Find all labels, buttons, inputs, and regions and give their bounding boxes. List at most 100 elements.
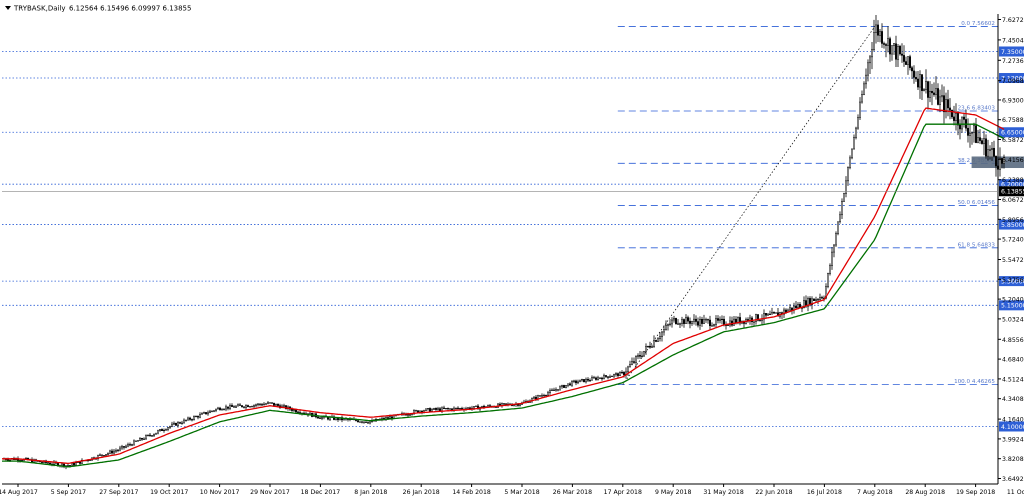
candle — [865, 68, 867, 89]
candle-body — [261, 404, 263, 406]
x-tick-label: 17 Apr 2018 — [604, 489, 642, 496]
candle-body — [503, 403, 505, 405]
candle-body — [705, 319, 707, 321]
candle — [113, 449, 115, 455]
candle-body — [621, 372, 623, 374]
candle — [233, 405, 235, 408]
candle-body — [715, 318, 717, 325]
candle-body — [887, 38, 889, 46]
candle — [617, 372, 619, 378]
candle-body — [765, 313, 767, 316]
candle — [925, 69, 927, 94]
candle-body — [109, 450, 111, 454]
candle — [929, 81, 931, 103]
trend-line[interactable] — [622, 26, 876, 385]
y-tick-label: 5.03240 — [1002, 316, 1024, 323]
candle-body — [219, 407, 221, 410]
candle-body — [991, 147, 993, 151]
candle-body — [127, 444, 129, 447]
candle — [165, 428, 167, 431]
triangle-down-icon[interactable] — [5, 6, 11, 10]
candle — [259, 403, 261, 407]
candle — [133, 439, 135, 446]
candle — [225, 404, 227, 412]
candle — [959, 119, 961, 140]
candle — [933, 82, 935, 97]
candle — [543, 393, 545, 397]
candle — [891, 45, 893, 61]
candle — [849, 155, 851, 170]
candle — [957, 110, 959, 136]
candle — [813, 298, 815, 302]
candle — [587, 377, 589, 383]
level-price-label: 7.35000 — [1001, 49, 1024, 56]
candle-body — [845, 180, 847, 194]
candle-body — [795, 305, 797, 308]
candle-body — [943, 95, 945, 113]
candle-body — [769, 313, 771, 315]
candle-body — [563, 385, 565, 388]
candle-body — [911, 67, 913, 72]
candle — [317, 416, 319, 420]
candle-body — [597, 377, 599, 380]
candle — [773, 311, 775, 314]
candle-body — [363, 421, 365, 423]
candle-body — [815, 299, 817, 301]
candle — [457, 406, 459, 410]
candle-body — [825, 286, 827, 299]
candle-body — [627, 366, 629, 373]
candle-body — [361, 421, 363, 423]
candle-body — [977, 137, 979, 143]
candle — [559, 385, 561, 391]
candle-body — [711, 325, 713, 327]
candle-body — [147, 434, 149, 436]
candle — [567, 383, 569, 388]
candle — [881, 23, 883, 48]
candle-body — [913, 70, 915, 78]
candle — [241, 405, 243, 408]
candle — [819, 293, 821, 302]
candle-body — [447, 408, 449, 410]
candle-body — [589, 379, 591, 382]
axes: 7.62720 7.45040 7.27360 7.09680 6.93000 6.758… — [0, 14, 1024, 496]
candle-body — [969, 132, 971, 136]
candle — [603, 373, 605, 380]
candle-body — [267, 402, 269, 405]
candle — [297, 410, 299, 414]
x-tick-label: 26 Mar 2018 — [553, 489, 592, 496]
candle — [579, 379, 581, 383]
candle-body — [651, 346, 653, 348]
candle-body — [357, 420, 359, 423]
ma-fast-line — [2, 107, 1005, 465]
candle-body — [857, 117, 859, 129]
candle-body — [659, 336, 661, 340]
candle — [581, 378, 583, 382]
candle-body — [169, 425, 171, 428]
candle — [247, 404, 249, 408]
candle-body — [921, 74, 923, 91]
candle — [653, 335, 655, 348]
candle-body — [863, 83, 865, 95]
x-tick-label: 29 Nov 2017 — [250, 489, 290, 496]
candle-body — [925, 81, 927, 90]
candle-body — [739, 317, 741, 324]
candle-body — [1003, 157, 1005, 164]
candle — [857, 114, 859, 130]
candle-body — [111, 450, 113, 454]
candle — [613, 373, 615, 378]
candle — [867, 59, 869, 82]
candle-body — [429, 408, 431, 412]
candle — [621, 370, 623, 375]
candle — [593, 375, 595, 379]
candle-body — [115, 450, 117, 452]
candle — [647, 345, 649, 348]
candle-body — [601, 377, 603, 380]
candle-body — [677, 323, 679, 325]
candle-body — [827, 273, 829, 287]
candle-body — [559, 386, 561, 391]
candle — [859, 97, 861, 120]
candle — [721, 315, 723, 325]
candle-body — [889, 38, 891, 55]
candle-body — [945, 99, 947, 113]
candle-body — [699, 318, 701, 326]
